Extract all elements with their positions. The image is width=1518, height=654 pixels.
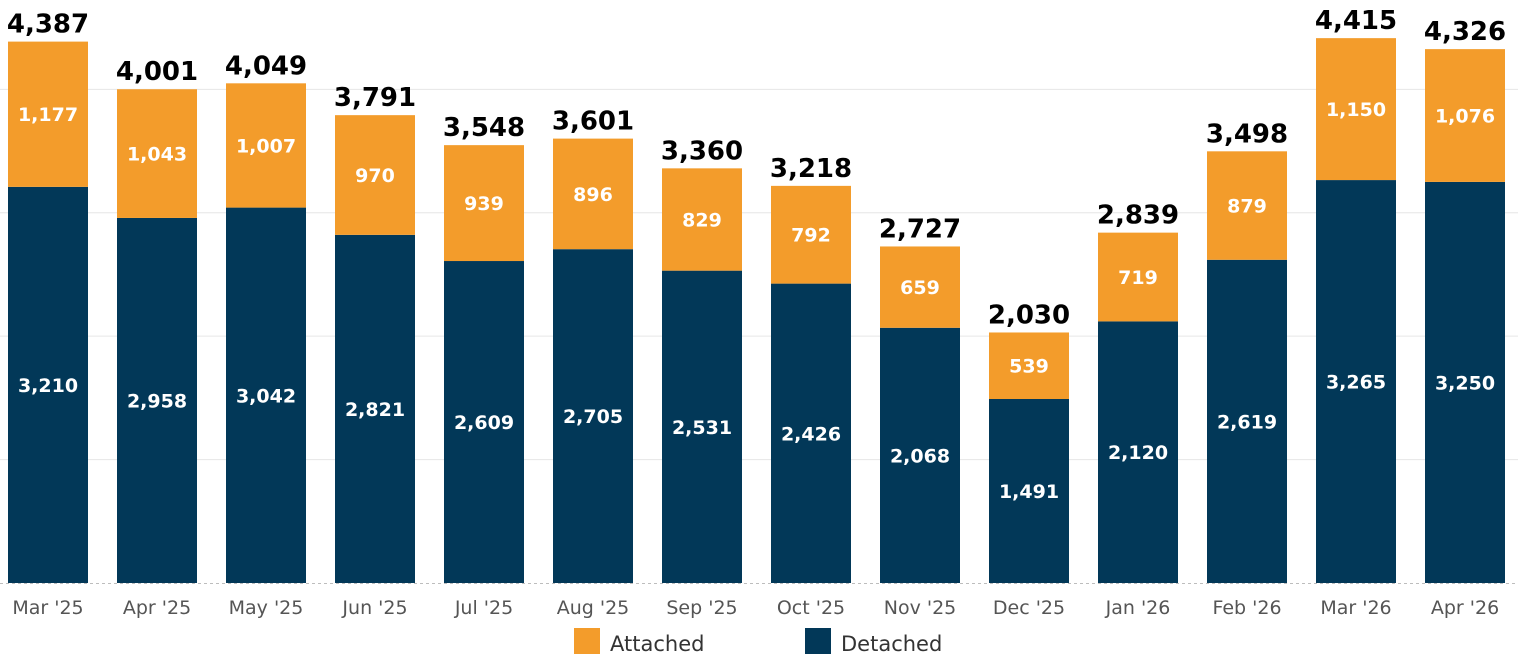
bar-detached (1207, 259, 1287, 583)
x-tick-label: Jun '25 (341, 597, 407, 619)
data-labels: 3,210 1,177 4,387 2,958 1,043 4,001 3,042 1,007… (7, 6, 1506, 503)
total-label: 3,498 (1206, 119, 1288, 149)
bar-attached (880, 246, 960, 328)
bar-detached (444, 261, 524, 583)
bar-detached (117, 217, 197, 583)
legend-swatch-detached (805, 628, 831, 654)
bar-attached (1316, 38, 1396, 181)
bar-detached (226, 207, 306, 583)
x-tick-label: Oct '25 (777, 597, 845, 619)
bar-detached (880, 327, 960, 583)
total-label: 2,839 (1097, 201, 1179, 231)
total-label: 4,326 (1424, 17, 1506, 47)
bar-detached (1316, 180, 1396, 583)
data-label-detached: 2,120 (1108, 442, 1168, 464)
x-tick-label: Aug '25 (557, 597, 630, 619)
data-label-detached: 3,265 (1326, 372, 1386, 394)
data-label-detached: 2,705 (563, 406, 623, 428)
total-label: 3,548 (443, 113, 525, 143)
x-tick-label: Mar '25 (12, 597, 83, 619)
data-label-attached: 659 (900, 277, 940, 299)
x-tick-label: Apr '25 (123, 597, 191, 619)
bar-detached (553, 249, 633, 583)
x-tick-label: Sep '25 (666, 597, 737, 619)
bar-attached (335, 115, 415, 235)
bar-attached (771, 185, 851, 284)
bar-attached (1425, 49, 1505, 182)
x-tick-label: Jul '25 (454, 597, 513, 619)
x-tick-label: May '25 (229, 597, 304, 619)
x-tick-label: Apr '26 (1431, 597, 1499, 619)
data-label-detached: 1,491 (999, 481, 1059, 503)
bar-detached (335, 234, 415, 583)
legend-swatch-attached (574, 628, 600, 654)
legend-label-detached: Detached (841, 632, 942, 654)
data-label-attached: 939 (464, 193, 504, 215)
total-label: 4,049 (225, 51, 307, 81)
total-label: 2,727 (879, 214, 961, 244)
data-label-attached: 879 (1227, 196, 1267, 218)
bar-attached (1207, 151, 1287, 260)
data-label-attached: 1,043 (127, 144, 187, 166)
data-label-attached: 1,007 (236, 135, 296, 157)
data-label-detached: 2,821 (345, 399, 405, 421)
bar-attached (1098, 232, 1178, 322)
data-label-detached: 2,531 (672, 417, 732, 439)
x-tick-label: Jan '26 (1105, 597, 1171, 619)
data-label-attached: 829 (682, 209, 722, 231)
total-label: 4,415 (1315, 6, 1397, 36)
total-label: 3,791 (334, 83, 416, 113)
data-label-attached: 719 (1118, 267, 1158, 289)
total-label: 2,030 (988, 300, 1070, 330)
legend-label-attached: Attached (610, 632, 704, 654)
data-label-attached: 1,177 (18, 104, 78, 126)
bar-attached (989, 332, 1069, 399)
data-label-attached: 1,150 (1326, 99, 1386, 121)
data-label-detached: 3,250 (1435, 372, 1495, 394)
data-label-attached: 792 (791, 225, 831, 247)
bar-attached (444, 145, 524, 262)
data-label-attached: 539 (1009, 356, 1049, 378)
data-label-attached: 970 (355, 165, 395, 187)
bars (8, 38, 1505, 583)
total-label: 3,218 (770, 154, 852, 184)
x-tick-label: Dec '25 (993, 597, 1065, 619)
x-tick-label: Feb '26 (1212, 597, 1281, 619)
data-label-detached: 2,426 (781, 423, 841, 445)
data-label-detached: 3,042 (236, 385, 296, 407)
data-label-detached: 3,210 (18, 375, 78, 397)
x-tick-label: Mar '26 (1320, 597, 1391, 619)
bar-attached (8, 41, 88, 187)
data-label-detached: 2,619 (1217, 411, 1277, 433)
x-tick-label: Nov '25 (884, 597, 957, 619)
legend: Attached Detached (574, 628, 942, 654)
total-label: 4,387 (7, 10, 89, 40)
bar-detached (8, 186, 88, 583)
bar-attached (662, 168, 742, 271)
data-label-attached: 896 (573, 184, 613, 206)
total-label: 3,601 (552, 107, 634, 137)
bar-detached (1098, 321, 1178, 583)
bar-attached (553, 138, 633, 250)
total-label: 4,001 (116, 57, 198, 87)
data-label-detached: 2,958 (127, 390, 187, 412)
bar-detached (662, 270, 742, 583)
bar-detached (771, 283, 851, 583)
data-label-detached: 2,068 (890, 445, 950, 467)
bar-detached (989, 398, 1069, 583)
data-label-attached: 1,076 (1435, 106, 1495, 128)
data-label-detached: 2,609 (454, 412, 514, 434)
bar-detached (1425, 181, 1505, 583)
bar-attached (117, 89, 197, 218)
bar-attached (226, 83, 306, 208)
total-label: 3,360 (661, 136, 743, 166)
x-axis-ticks: Mar '25 Apr '25 May '25 Jun '25 Jul '25 Aug '… (12, 597, 1499, 619)
